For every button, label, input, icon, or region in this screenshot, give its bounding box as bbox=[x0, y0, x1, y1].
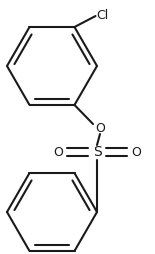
Text: O: O bbox=[95, 121, 105, 135]
Text: O: O bbox=[53, 146, 63, 158]
Text: O: O bbox=[131, 146, 141, 158]
Text: S: S bbox=[93, 145, 101, 159]
Text: Cl: Cl bbox=[97, 9, 109, 22]
